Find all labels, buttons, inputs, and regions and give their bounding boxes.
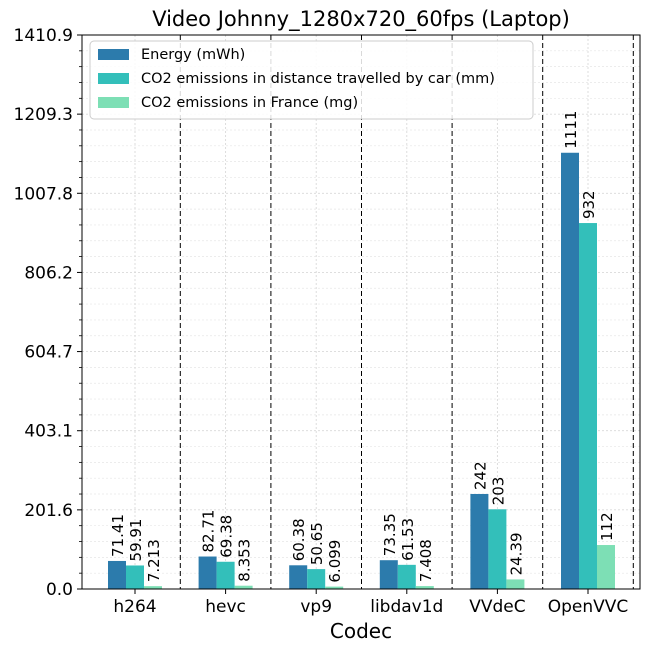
bar	[126, 565, 144, 589]
bar	[289, 565, 308, 589]
bar-value-label: 203	[489, 477, 507, 506]
legend-entry: CO2 emissions in distance travelled by c…	[141, 71, 495, 87]
legend: Energy (mWh) CO2 emissions in distance tr…	[89, 40, 534, 120]
legend-swatch	[98, 97, 129, 108]
y-tick-label: 604.7	[24, 343, 73, 363]
bar-value-label: 112	[598, 512, 616, 541]
bar	[470, 493, 489, 589]
legend-box	[89, 40, 534, 120]
bar	[597, 545, 615, 589]
bar	[216, 561, 235, 589]
x-axis-label: Codec	[330, 619, 392, 643]
bar-value-label: 82.71	[200, 510, 218, 553]
bar-value-label: 69.38	[218, 515, 236, 558]
bar-value-label: 59.91	[127, 519, 145, 562]
bar-value-label: 1111	[562, 111, 580, 149]
bar-value-label: 7.213	[145, 539, 163, 582]
bar-value-label: 61.53	[399, 518, 417, 561]
x-tick-label: hevc	[205, 597, 246, 617]
bar-value-label: 24.39	[507, 532, 525, 575]
bar	[397, 564, 416, 589]
bar	[579, 223, 597, 589]
bar	[144, 586, 162, 589]
bar-value-label: 71.41	[109, 514, 127, 557]
bar	[415, 586, 434, 589]
bars	[108, 152, 615, 590]
x-tick-label: h264	[113, 597, 156, 617]
y-tick-label: 1209.3	[14, 105, 73, 125]
bar	[234, 585, 253, 589]
bar-value-label: 242	[471, 461, 489, 490]
bar-value-label: 7.408	[417, 539, 435, 582]
x-tick-label: libdav1d	[370, 597, 443, 617]
bar	[325, 586, 344, 589]
legend-entry: CO2 emissions in France (mg)	[141, 95, 358, 111]
legend-swatch	[98, 73, 129, 84]
y-tick-label: 201.6	[24, 501, 73, 521]
bar-value-label: 73.35	[381, 513, 399, 556]
legend-entry: Energy (mWh)	[141, 47, 245, 63]
chart-title: Video Johnny_1280x720_60fps (Laptop)	[152, 7, 570, 32]
bar	[561, 152, 579, 590]
bar-value-label: 6.099	[326, 540, 344, 583]
grid	[82, 35, 640, 589]
bar	[108, 560, 126, 589]
bar	[506, 579, 525, 589]
y-tick-label: 806.2	[24, 263, 73, 283]
bar	[307, 569, 326, 589]
bar-value-label: 60.38	[290, 518, 308, 561]
x-tick-label: vp9	[300, 597, 332, 617]
bar-value-label: 932	[580, 190, 598, 219]
y-tick-label: 0.0	[46, 580, 73, 600]
bar-value-label: 8.353	[236, 539, 254, 582]
x-axis: h264 hevc vp9 libdav1d VVdeC OpenVVC	[113, 589, 628, 617]
category-separators	[179, 35, 634, 589]
plot-frame	[81, 34, 641, 590]
bar	[379, 560, 398, 589]
y-axis: 0.0 201.6 403.1 604.7 806.2 1007.8 1209.3 1410.…	[14, 26, 82, 600]
bar-value-label: 50.65	[308, 522, 326, 565]
y-tick-label: 1410.9	[14, 26, 73, 46]
x-tick-label: OpenVVC	[548, 597, 629, 617]
x-tick-label: VVdeC	[469, 597, 525, 617]
y-tick-label: 403.1	[24, 422, 73, 442]
data-labels: 71.41 82.71 60.38 73.35 242 1111 59.91 69.38 50.…	[109, 111, 616, 583]
y-tick-label: 1007.8	[14, 184, 73, 204]
bar	[198, 556, 217, 589]
legend-swatch	[98, 49, 129, 60]
bar	[488, 509, 507, 589]
